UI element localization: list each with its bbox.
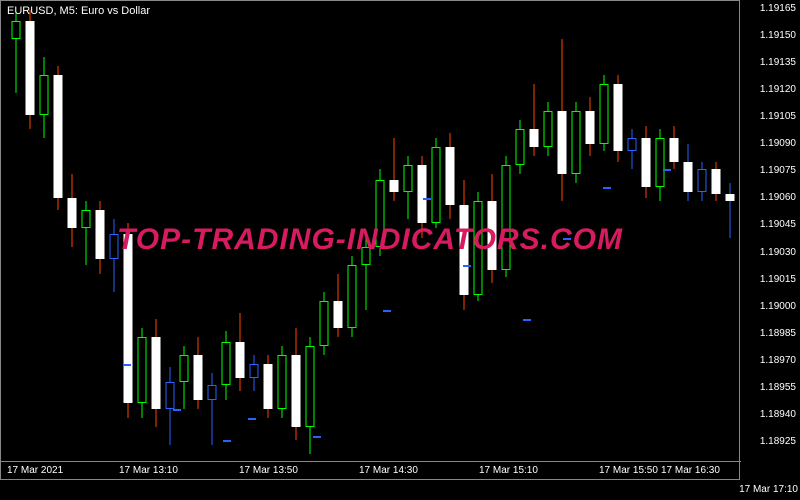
indicator-dash: [248, 418, 256, 420]
candle[interactable]: [473, 3, 482, 463]
y-axis-label: 1.19135: [760, 57, 796, 68]
candle[interactable]: [627, 3, 636, 463]
candle[interactable]: [291, 3, 300, 463]
candle[interactable]: [557, 3, 566, 463]
candle[interactable]: [305, 3, 314, 463]
candle[interactable]: [277, 3, 286, 463]
candle[interactable]: [389, 3, 398, 463]
candle[interactable]: [529, 3, 538, 463]
indicator-dash: [603, 187, 611, 189]
candle[interactable]: [333, 3, 342, 463]
indicator-dash: [223, 440, 231, 442]
indicator-dash: [423, 198, 431, 200]
indicator-dash: [173, 409, 181, 411]
indicator-dash: [463, 265, 471, 267]
indicator-dash: [663, 169, 671, 171]
candle[interactable]: [599, 3, 608, 463]
x-axis-label: 17 Mar 13:50: [239, 465, 298, 476]
candle[interactable]: [669, 3, 678, 463]
candle[interactable]: [207, 3, 216, 463]
candle[interactable]: [571, 3, 580, 463]
x-axis-label: 17 Mar 15:10: [479, 465, 538, 476]
candle[interactable]: [515, 3, 524, 463]
candle[interactable]: [543, 3, 552, 463]
indicator-dash: [383, 310, 391, 312]
candle[interactable]: [347, 3, 356, 463]
candle[interactable]: [683, 3, 692, 463]
y-axis-label: 1.18925: [760, 436, 796, 447]
x-axis: 17 Mar 2021 17 Mar 13:10 17 Mar 13:50 17 Ma…: [1, 461, 741, 479]
candle[interactable]: [151, 3, 160, 463]
candle[interactable]: [431, 3, 440, 463]
chart-container: EURUSD, M5: Euro vs Dollar 17 Mar 202117…: [0, 0, 740, 480]
x-axis-label: 17 Mar 16:30: [661, 465, 720, 476]
y-axis-label: 1.19105: [760, 111, 796, 122]
y-axis-label: 1.19075: [760, 165, 796, 176]
indicator-dash: [563, 238, 571, 240]
x-axis-label: 17 Mar 13:10: [119, 465, 178, 476]
y-axis-label: 1.18985: [760, 328, 796, 339]
y-axis-label: 1.19060: [760, 192, 796, 203]
candle[interactable]: [655, 3, 664, 463]
y-axis: 1.19165 1.19150 1.19135 1.19120 1.19105 1.190…: [742, 0, 798, 480]
indicator-dash: [523, 319, 531, 321]
candle[interactable]: [613, 3, 622, 463]
candle[interactable]: [221, 3, 230, 463]
candle[interactable]: [67, 3, 76, 463]
candle[interactable]: [403, 3, 412, 463]
y-axis-label: 1.19120: [760, 84, 796, 95]
x-axis-label: 17 Mar 15:50: [599, 465, 658, 476]
candle[interactable]: [53, 3, 62, 463]
y-axis-label: 1.19030: [760, 247, 796, 258]
candle[interactable]: [697, 3, 706, 463]
y-axis-label: 1.19045: [760, 219, 796, 230]
y-axis-label: 1.18955: [760, 382, 796, 393]
candle[interactable]: [95, 3, 104, 463]
candle[interactable]: [137, 3, 146, 463]
chart-title: EURUSD, M5: Euro vs Dollar: [7, 5, 150, 17]
y-axis-label: 1.19165: [760, 3, 796, 14]
candle[interactable]: [711, 3, 720, 463]
candle[interactable]: [375, 3, 384, 463]
candle[interactable]: [165, 3, 174, 463]
indicator-dash: [123, 364, 131, 366]
candle[interactable]: [39, 3, 48, 463]
plot-area[interactable]: [3, 3, 739, 463]
y-axis-label: 1.18940: [760, 409, 796, 420]
candle[interactable]: [319, 3, 328, 463]
y-axis-label: 1.18970: [760, 355, 796, 366]
candle[interactable]: [123, 3, 132, 463]
y-axis-label: 1.19150: [760, 30, 796, 41]
candle[interactable]: [193, 3, 202, 463]
candle[interactable]: [109, 3, 118, 463]
candle[interactable]: [11, 3, 20, 463]
candle[interactable]: [179, 3, 188, 463]
candle[interactable]: [641, 3, 650, 463]
candle[interactable]: [459, 3, 468, 463]
candle[interactable]: [263, 3, 272, 463]
candle[interactable]: [585, 3, 594, 463]
x-axis-label: 17 Mar 14:30: [359, 465, 418, 476]
candle[interactable]: [25, 3, 34, 463]
candle[interactable]: [725, 3, 734, 463]
candle[interactable]: [445, 3, 454, 463]
indicator-dash: [313, 436, 321, 438]
candle[interactable]: [81, 3, 90, 463]
candle[interactable]: [235, 3, 244, 463]
candle[interactable]: [249, 3, 258, 463]
y-axis-label: 1.19015: [760, 274, 796, 285]
y-axis-label: 1.19000: [760, 301, 796, 312]
candle[interactable]: [487, 3, 496, 463]
candle[interactable]: [417, 3, 426, 463]
x-axis-label: 17 Mar 17:10: [739, 484, 798, 495]
candle[interactable]: [501, 3, 510, 463]
candle[interactable]: [361, 3, 370, 463]
x-axis-label: 17 Mar 2021: [7, 465, 63, 476]
y-axis-label: 1.19090: [760, 138, 796, 149]
